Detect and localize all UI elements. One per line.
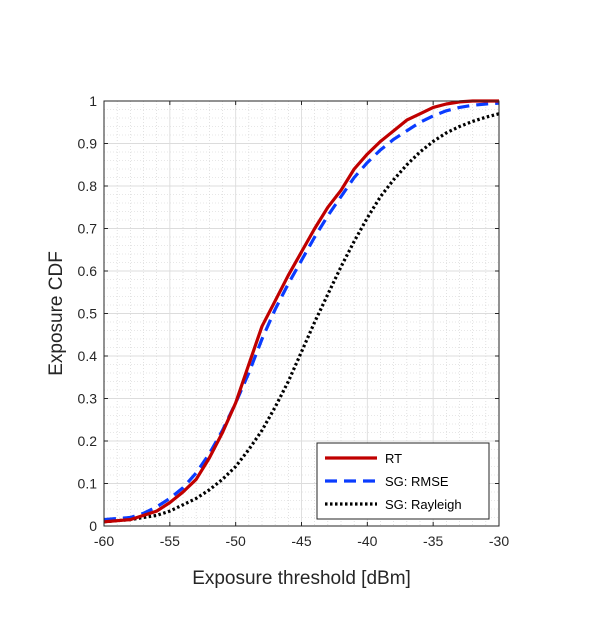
x-tick-labels: -60 -55 -50 -45 -40 -35 -30 (94, 533, 509, 549)
x-tick-label: -50 (226, 533, 246, 549)
y-tick-label: 0.3 (78, 391, 98, 407)
y-tick-label: 0.9 (78, 136, 98, 152)
y-axis-label: Exposure CDF (46, 251, 67, 376)
series-lines (103, 99, 500, 524)
legend-label-sg-rmse: SG: RMSE (385, 474, 449, 489)
y-tick-label: 0.1 (78, 476, 98, 492)
y-tick-label: 0.7 (78, 221, 98, 237)
x-axis-label: Exposure threshold [dBm] (192, 568, 411, 589)
y-tick-label: 1 (89, 93, 97, 109)
series-line-rt (103, 99, 499, 524)
x-tick-label: -40 (357, 533, 377, 549)
x-tick-label: -30 (489, 533, 509, 549)
axis-ticks (103, 100, 500, 527)
x-tick-label: -35 (423, 533, 443, 549)
legend: RT SG: RMSE SG: Rayleigh (316, 442, 490, 520)
y-tick-label: 0.6 (78, 263, 98, 279)
x-tick-label: -45 (291, 533, 311, 549)
y-tick-label: 0.2 (78, 433, 98, 449)
series-line-sg-rmse (103, 101, 500, 522)
y-tick-label: 0.4 (78, 348, 98, 364)
x-tick-label: -55 (160, 533, 180, 549)
legend-label-rt: RT (385, 451, 402, 466)
series-line-sg-rayleigh (103, 112, 500, 524)
x-tick-label: -60 (94, 533, 114, 549)
y-tick-label: 0.8 (78, 178, 98, 194)
y-tick-labels: 0 0.1 0.2 0.3 0.4 0.5 0.6 0.7 0.8 0.9 1 (78, 93, 98, 534)
legend-label-sg-rayleigh: SG: Rayleigh (385, 497, 462, 512)
y-tick-label: 0.5 (78, 306, 98, 322)
y-tick-label: 0 (89, 518, 97, 534)
